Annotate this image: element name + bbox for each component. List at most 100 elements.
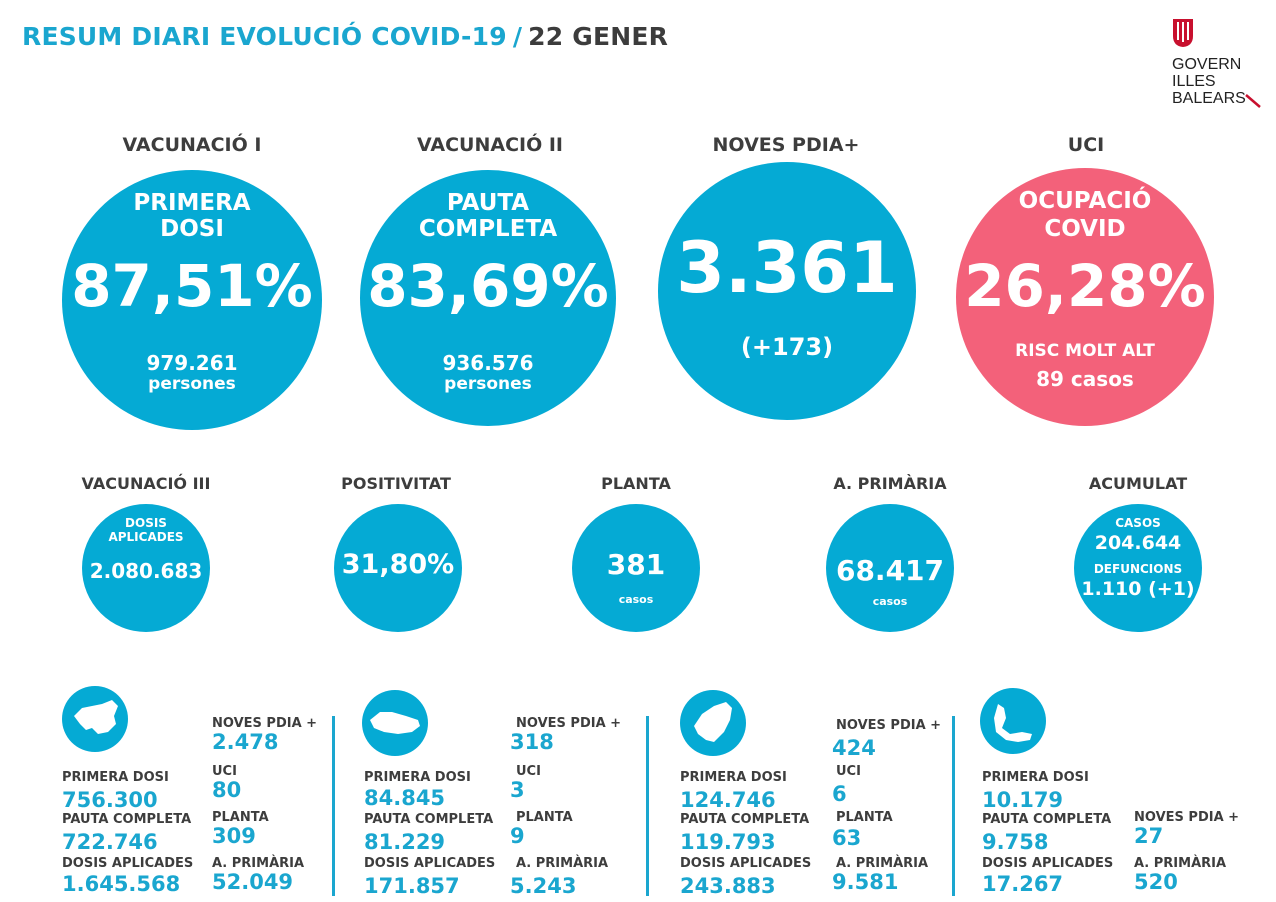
menorca-pdia-label: NOVES PDIA + xyxy=(516,716,622,731)
menorca-primera-label: PRIMERA DOSI xyxy=(364,770,471,785)
uci-circle: OCUPACIÓ COVID 26,28% RISC MOLT ALT 89 c… xyxy=(956,168,1214,426)
formentera-primera-label: PRIMERA DOSI xyxy=(982,770,1089,785)
menorca-planta-label: PLANTA xyxy=(516,810,573,825)
mallorca-pauta-value: 722.746 xyxy=(62,830,158,854)
logo-line-1: GOVERN xyxy=(1172,56,1242,73)
mallorca-icon xyxy=(62,686,128,752)
uci-value: 26,28% xyxy=(964,252,1206,320)
mallorca-primera-label: PRIMERA DOSI xyxy=(62,770,169,785)
positivitat-value: 31,80% xyxy=(341,549,455,580)
eivissa-ap-value: 9.581 xyxy=(832,870,899,894)
vacunacio-1-value: 87,51% xyxy=(71,252,313,320)
vacunacio-2-label: VACUNACIÓ II xyxy=(416,134,564,156)
formentera-dosis-value: 17.267 xyxy=(982,872,1064,896)
formentera-dosis-label: DOSIS APLICADES xyxy=(982,856,1114,871)
positivitat-circle: 31,80% xyxy=(334,504,462,632)
primaria-circle: 68.417 casos xyxy=(826,504,954,632)
logo-text: GOVERN ILLES BALEARS xyxy=(1172,56,1246,107)
mallorca-primera-value: 756.300 xyxy=(62,788,158,812)
eivissa-dosis-value: 243.883 xyxy=(680,874,776,898)
vacunacio-1-sub2: DOSI xyxy=(160,216,224,242)
menorca-dosis-value: 171.857 xyxy=(364,874,460,898)
mallorca-uci-label: UCI xyxy=(212,764,237,779)
eivissa-uci-label: UCI xyxy=(836,764,861,779)
vacunacio-3-sub2: APLICADES xyxy=(108,530,184,544)
vacunacio-2-count: 936.576 xyxy=(442,351,534,375)
coat-of-arms-icon xyxy=(1173,19,1193,47)
pdia-delta: (+173) xyxy=(740,333,834,361)
title-date: 22 GENER xyxy=(528,22,669,51)
uci-risk: RISC MOLT ALT xyxy=(1015,341,1155,361)
pdia-label: NOVES PDIA+ xyxy=(712,134,860,156)
uci-sub2: COVID xyxy=(1044,216,1126,242)
eivissa-pauta-value: 119.793 xyxy=(680,830,776,854)
logo-slash-icon xyxy=(1245,94,1261,108)
menorca-pdia-value: 318 xyxy=(510,730,554,754)
menorca-uci-label: UCI xyxy=(516,764,541,779)
uci-cases: 89 casos xyxy=(1036,367,1134,391)
menorca-pauta-value: 81.229 xyxy=(364,830,446,854)
eivissa-icon xyxy=(680,690,746,756)
uci-label: UCI xyxy=(1067,134,1105,156)
vacunacio-3-label: VACUNACIÓ III xyxy=(81,474,211,493)
eivissa-planta-value: 63 xyxy=(832,826,862,850)
eivissa-dosis-label: DOSIS APLICADES xyxy=(680,856,812,871)
primaria-label: A. PRIMÀRIA xyxy=(833,474,947,493)
formentera-pdia-label: NOVES PDIA + xyxy=(1134,810,1240,825)
menorca-ap-label: A. PRIMÀRIA xyxy=(516,856,609,871)
govern-logo: GOVERN ILLES BALEARS xyxy=(1172,18,1268,114)
acumulat-circle: CASOS 204.644 DEFUNCIONS 1.110 (+1) xyxy=(1074,504,1202,632)
mallorca-pdia-value: 2.478 xyxy=(212,730,279,754)
vacunacio-1-count: 979.261 xyxy=(146,351,238,375)
vacunacio-2-sub2: COMPLETA xyxy=(418,216,558,242)
island-divider-3 xyxy=(952,716,955,896)
uci-sub1: OCUPACIÓ xyxy=(1018,188,1152,214)
menorca-planta-value: 9 xyxy=(510,824,525,848)
primaria-unit: casos xyxy=(872,595,908,608)
island-divider-1 xyxy=(332,716,335,896)
pdia-circle: 3.361 (+173) xyxy=(658,162,916,420)
formentera-ap-label: A. PRIMÀRIA xyxy=(1134,856,1227,871)
formentera-pauta-value: 9.758 xyxy=(982,830,1049,854)
mallorca-ap-value: 52.049 xyxy=(212,870,294,894)
mallorca-pdia-label: NOVES PDIA + xyxy=(212,716,318,731)
vacunacio-1-label: VACUNACIÓ I xyxy=(122,134,262,156)
menorca-uci-value: 3 xyxy=(510,778,525,802)
acumulat-cases-value: 204.644 xyxy=(1094,532,1182,554)
positivitat-label: POSITIVITAT xyxy=(341,474,451,493)
mallorca-planta-label: PLANTA xyxy=(212,810,269,825)
eivissa-pauta-label: PAUTA COMPLETA xyxy=(680,812,810,827)
logo-line-3: BALEARS xyxy=(1172,90,1246,107)
planta-circle: 381 casos xyxy=(572,504,700,632)
mallorca-dosis-label: DOSIS APLICADES xyxy=(62,856,194,871)
mallorca-uci-value: 80 xyxy=(212,778,242,802)
vacunacio-2-unit: persones xyxy=(444,374,532,394)
menorca-icon xyxy=(362,690,428,756)
planta-label: PLANTA xyxy=(601,474,671,493)
mallorca-ap-label: A. PRIMÀRIA xyxy=(212,856,305,871)
eivissa-planta-label: PLANTA xyxy=(836,810,893,825)
formentera-icon xyxy=(980,688,1046,754)
acumulat-cases-label: CASOS xyxy=(1115,516,1161,530)
planta-unit: casos xyxy=(618,593,654,606)
eivissa-primera-value: 124.746 xyxy=(680,788,776,812)
primaria-value: 68.417 xyxy=(835,554,945,587)
vacunacio-2-sub1: PAUTA xyxy=(446,190,530,216)
menorca-pauta-label: PAUTA COMPLETA xyxy=(364,812,494,827)
vacunacio-2-value: 83,69% xyxy=(367,252,609,320)
title-separator: / xyxy=(512,22,523,51)
pdia-value: 3.361 xyxy=(676,227,898,309)
page-title: RESUM DIARI EVOLUCIÓ COVID-19/22 GENER xyxy=(22,22,668,51)
menorca-primera-value: 84.845 xyxy=(364,786,446,810)
vacunacio-2-circle: PAUTA COMPLETA 83,69% 936.576 persones xyxy=(360,170,616,426)
vacunacio-3-sub1: DOSIS xyxy=(125,516,167,530)
planta-value: 381 xyxy=(606,548,666,581)
mallorca-pauta-label: PAUTA COMPLETA xyxy=(62,812,192,827)
title-text: RESUM DIARI EVOLUCIÓ COVID-19 xyxy=(22,22,507,51)
mallorca-dosis-value: 1.645.568 xyxy=(62,872,181,896)
formentera-ap-value: 520 xyxy=(1134,870,1178,894)
formentera-pdia-value: 27 xyxy=(1134,824,1164,848)
vacunacio-1-circle: PRIMERA DOSI 87,51% 979.261 persones xyxy=(62,170,322,430)
vacunacio-1-sub1: PRIMERA xyxy=(133,190,251,216)
island-divider-2 xyxy=(646,716,649,896)
